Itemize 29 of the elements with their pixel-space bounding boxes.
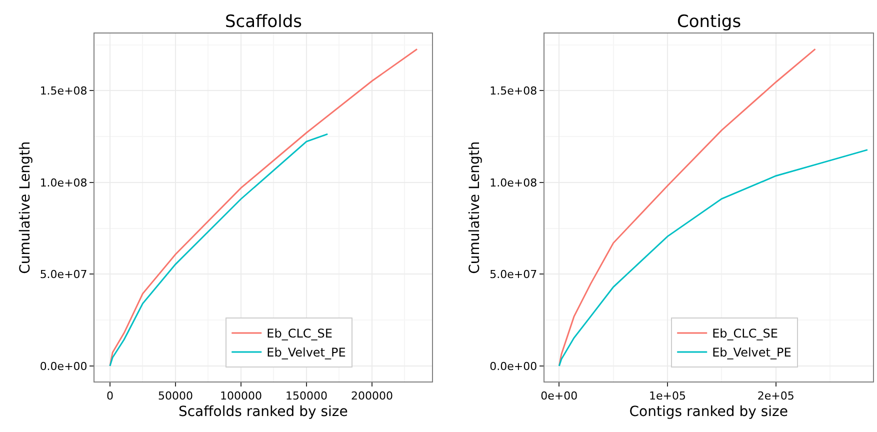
legend-label: Eb_Velvet_PE [712, 346, 792, 360]
legend-label: Eb_Velvet_PE [266, 346, 346, 360]
x-tick-label: 200000 [350, 390, 393, 403]
x-tick-label: 0e+00 [540, 390, 578, 403]
legend-label: Eb_CLC_SE [712, 326, 778, 341]
y-tick-label: 1.5e+08 [490, 84, 538, 98]
chart-title: Contigs [677, 12, 742, 32]
legend-label: Eb_CLC_SE [266, 326, 332, 341]
x-axis-title: Scaffolds ranked by size [178, 404, 348, 420]
y-tick-label: 1.5e+08 [40, 84, 88, 98]
line-series [558, 48, 816, 367]
x-tick-label: 2e+05 [757, 390, 794, 403]
chart-title: Scaffolds [225, 12, 302, 32]
y-tick-label: 5.0e+07 [40, 268, 88, 282]
x-axis-title: Contigs ranked by size [629, 404, 788, 420]
y-tick-label: 1.0e+08 [490, 176, 538, 190]
y-tick-label: 0.0e+00 [40, 360, 88, 373]
x-tick-label: 100000 [220, 390, 262, 403]
y-axis-title: Cumulative Length [17, 141, 34, 274]
x-tick-label: 1e+05 [649, 390, 686, 403]
y-tick-label: 1.0e+08 [40, 176, 88, 190]
x-tick-label: 0 [106, 390, 114, 403]
y-tick-label: 0.0e+00 [490, 360, 538, 373]
x-tick-label: 50000 [158, 390, 193, 403]
y-tick-label: 5.0e+07 [490, 268, 538, 282]
line-series [558, 149, 868, 367]
x-tick-label: 150000 [285, 390, 328, 403]
line-series [109, 48, 418, 367]
y-axis-title: Cumulative Length [467, 141, 484, 274]
